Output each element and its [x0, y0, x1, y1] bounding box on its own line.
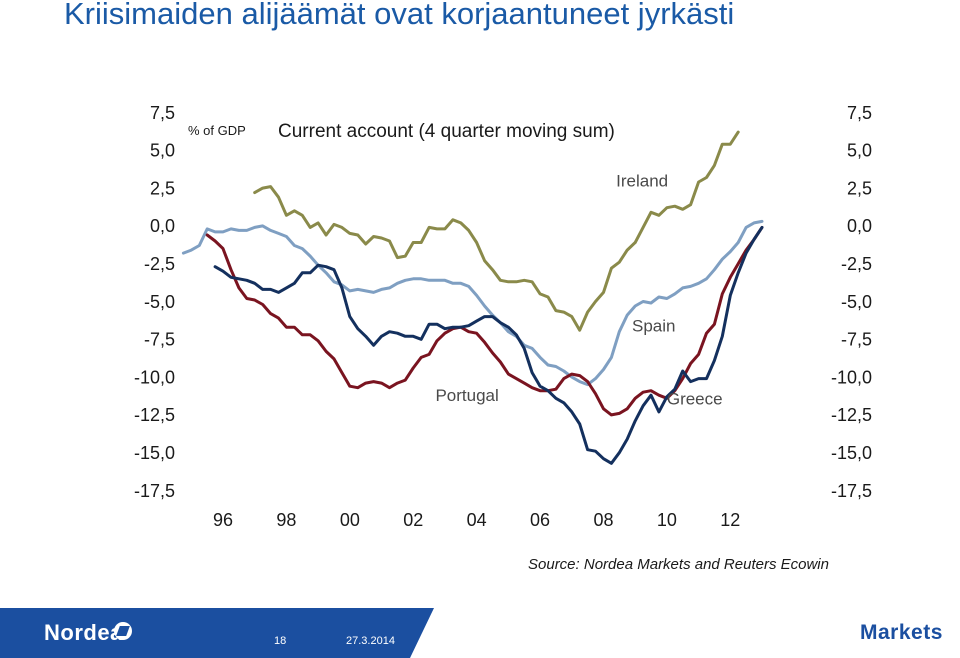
series-line-greece: [213, 225, 764, 465]
y-tick-left: -2,5: [144, 254, 175, 274]
nordea-mark-icon: [114, 622, 132, 640]
x-tick: 98: [276, 510, 296, 530]
y-tick-right: 0,0: [847, 216, 872, 236]
series-line-spain: [181, 219, 764, 387]
footer-band: [0, 608, 410, 658]
x-axis: 96 98 00 02 04 06 08 10 12: [213, 510, 740, 530]
y-tick-right: -10,0: [831, 367, 872, 387]
y-tick-left: 7,5: [150, 103, 175, 123]
x-tick: 02: [403, 510, 423, 530]
x-tick: 12: [720, 510, 740, 530]
page-number: 18: [274, 635, 287, 647]
series-lines: [181, 130, 764, 465]
y-tick-left: -10,0: [134, 367, 175, 387]
source-note: Source: Nordea Markets and Reuters Ecowi…: [528, 556, 829, 573]
y-tick-left: -17,5: [134, 481, 175, 501]
series-line-ireland: [253, 130, 740, 332]
footer-band-tail: [410, 608, 434, 658]
footer-date: 27.3.2014: [346, 635, 395, 647]
series-label-greece: Greece: [667, 389, 723, 408]
y-tick-left: -12,5: [134, 405, 175, 425]
current-account-chart: 7,5 5,0 2,5 0,0 -2,5 -5,0 -7,5 -10,0 -12,5 -15,0 -…: [134, 103, 872, 530]
slide-title: Kriisimaiden alijäämät ovat korjaantunee…: [64, 0, 735, 31]
y-tick-right: -12,5: [831, 405, 872, 425]
y-tick-right: 7,5: [847, 103, 872, 123]
y-tick-right: -7,5: [841, 330, 872, 350]
x-tick: 96: [213, 510, 233, 530]
x-tick: 10: [657, 510, 677, 530]
y-tick-left: -5,0: [144, 292, 175, 312]
y-tick-right: -17,5: [831, 481, 872, 501]
series-label-ireland: Ireland: [616, 172, 668, 191]
x-tick: 06: [530, 510, 550, 530]
unit-label: % of GDP: [188, 123, 246, 138]
series-label-spain: Spain: [632, 317, 675, 336]
y-tick-right: -5,0: [841, 292, 872, 312]
x-tick: 04: [467, 510, 487, 530]
y-tick-right: 5,0: [847, 141, 872, 161]
y-tick-right: -15,0: [831, 443, 872, 463]
footer: Nordea 18 27.3.2014 Markets: [0, 608, 960, 658]
y-tick-left: -15,0: [134, 443, 175, 463]
right-y-axis: 7,5 5,0 2,5 0,0 -2,5 -5,0 -7,5 -10,0 -12,5 -15,0 -…: [831, 103, 872, 501]
chart-title: Current account (4 quarter moving sum): [278, 121, 615, 142]
series-label-portugal: Portugal: [435, 386, 498, 405]
y-tick-left: 5,0: [150, 141, 175, 161]
y-tick-right: 2,5: [847, 178, 872, 198]
y-tick-left: -7,5: [144, 330, 175, 350]
nordea-logo: Nordea: [44, 620, 123, 645]
y-tick-left: 0,0: [150, 216, 175, 236]
left-y-axis: 7,5 5,0 2,5 0,0 -2,5 -5,0 -7,5 -10,0 -12,5 -15,0 -…: [134, 103, 175, 501]
markets-logo: Markets: [860, 621, 943, 644]
y-tick-left: 2,5: [150, 178, 175, 198]
series-labels: Ireland Spain Portugal Greece: [435, 172, 722, 409]
x-tick: 08: [593, 510, 613, 530]
y-tick-right: -2,5: [841, 254, 872, 274]
x-tick: 00: [340, 510, 360, 530]
